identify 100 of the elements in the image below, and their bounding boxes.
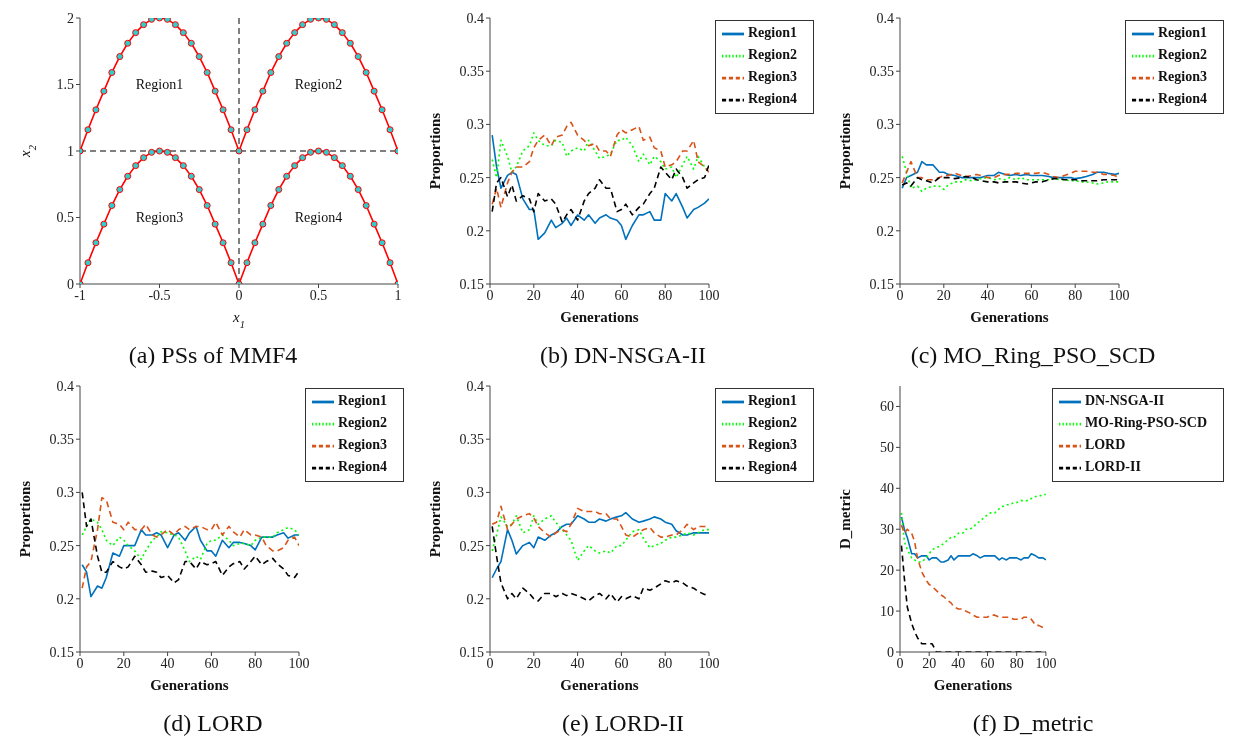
- text: (b) DN-NSGA-II: [539, 342, 707, 369]
- legend-label: Region4: [748, 459, 797, 475]
- y-tick-label: 0.35: [49, 432, 74, 448]
- y-tick-label: 0.15: [869, 276, 894, 292]
- legend-label: Region1: [748, 393, 797, 409]
- y-tick-label: 0.25: [49, 538, 74, 554]
- x-tick-label: 1: [394, 287, 402, 303]
- x-tick-label: 0: [486, 655, 494, 671]
- x-tick-label: 20: [116, 655, 131, 671]
- y-tick-label: 0.3: [466, 485, 484, 501]
- legend-label: Region3: [1158, 69, 1207, 85]
- y-axis-title: Proportions: [17, 480, 33, 558]
- x-axis-title: x$_{1}$: [232, 309, 245, 330]
- y-tick-label: 0.25: [459, 538, 484, 554]
- x-tick-label: -1: [74, 287, 86, 303]
- y-tick-label: 0: [67, 276, 74, 292]
- text: (e) LORD-II: [561, 710, 685, 737]
- legend-label: Region2: [338, 415, 387, 431]
- annotation: Region3: [135, 209, 184, 226]
- y-tick-label: 0.4: [56, 378, 74, 394]
- x-tick-label: 40: [570, 287, 585, 303]
- y-tick-label: 0.4: [466, 10, 484, 26]
- legend-label: Region4: [748, 91, 797, 107]
- y-tick-label: 0.5: [56, 210, 74, 226]
- y-tick-label: 0.4: [876, 10, 894, 26]
- annotation: Region4: [294, 209, 343, 226]
- x-tick-label: 0: [486, 287, 494, 303]
- x-tick-label: 20: [936, 287, 951, 303]
- y-tick-label: 20: [880, 563, 894, 579]
- x-axis-title: Generations: [933, 677, 1013, 693]
- x-tick-label: 80: [1009, 655, 1024, 671]
- y-tick-label: 0.25: [869, 170, 894, 186]
- x-tick-label: 0: [896, 655, 904, 671]
- legend-label: Region2: [1158, 47, 1207, 63]
- y-tick-label: 1.5: [56, 77, 74, 93]
- legend-label: Region4: [1158, 91, 1207, 107]
- y-tick-label: 0.25: [459, 170, 484, 186]
- text: (a) PSs of MMF4: [127, 342, 299, 369]
- x-tick-label: 80: [248, 655, 263, 671]
- y-tick-label: 0: [887, 644, 894, 660]
- y-tick-label: 10: [880, 604, 894, 620]
- text: (c) MO_Ring_PSO_SCD: [909, 342, 1157, 369]
- x-tick-label: 40: [951, 655, 966, 671]
- y-axis-title: Proportions: [837, 112, 853, 190]
- x-tick-label: 80: [658, 655, 673, 671]
- legend-label: MO-Ring-PSO-SCD: [1084, 415, 1207, 431]
- x-axis-title: Generations: [970, 309, 1049, 325]
- y-tick-label: 1: [67, 143, 74, 159]
- y-axis-title: Proportions: [427, 480, 443, 558]
- x-tick-label: 100: [1108, 287, 1130, 303]
- legend-label: Region1: [338, 393, 387, 409]
- x-tick-label: 60: [204, 655, 219, 671]
- y-tick-label: 0.3: [466, 117, 484, 133]
- legend-label: Region1: [1158, 25, 1207, 41]
- text: (d) LORD: [162, 710, 264, 737]
- x-tick-label: 20: [922, 655, 937, 671]
- y-axis-title: Proportions: [427, 112, 443, 190]
- x-tick-label: 0: [896, 287, 904, 303]
- legend-label: LORD: [1084, 437, 1126, 453]
- x-tick-label: 60: [614, 655, 629, 671]
- y-tick-label: 0.3: [56, 485, 74, 501]
- y-tick-label: 60: [880, 399, 894, 415]
- x-tick-label: 60: [1024, 287, 1039, 303]
- legend-label: Region3: [748, 69, 797, 85]
- y-tick-label: 0.15: [459, 276, 484, 292]
- x-tick-label: 40: [570, 655, 585, 671]
- annotation: Region1: [135, 76, 184, 93]
- x-tick-label: 100: [1035, 655, 1057, 671]
- legend-label: DN-NSGA-II: [1084, 393, 1165, 409]
- x-tick-label: 40: [980, 287, 995, 303]
- x-tick-label: 40: [160, 655, 175, 671]
- x-tick-label: 60: [614, 287, 629, 303]
- y-tick-label: 0.2: [876, 223, 894, 239]
- x-axis-title: Generations: [560, 677, 639, 693]
- y-tick-label: 50: [880, 440, 894, 456]
- legend-label: Region2: [748, 47, 797, 63]
- x-tick-label: 100: [698, 287, 720, 303]
- legend-label: Region2: [748, 415, 797, 431]
- y-tick-label: 0.35: [459, 64, 484, 80]
- legend-label: Region4: [338, 459, 387, 475]
- y-tick-label: 0.2: [466, 223, 484, 239]
- annotation: Region2: [294, 76, 343, 93]
- x-tick-label: 100: [698, 655, 720, 671]
- y-tick-label: 0.3: [876, 117, 894, 133]
- y-tick-label: 0.2: [466, 591, 484, 607]
- x-tick-label: 80: [658, 287, 673, 303]
- legend-label: Region1: [748, 25, 797, 41]
- x-tick-label: 80: [1068, 287, 1083, 303]
- y-tick-label: 0.2: [56, 591, 74, 607]
- x-tick-label: 0: [235, 287, 243, 303]
- x-axis-title: Generations: [150, 677, 229, 693]
- legend-label: LORD-II: [1084, 459, 1141, 475]
- x-tick-label: 100: [288, 655, 310, 671]
- legend-label: Region3: [338, 437, 387, 453]
- y-tick-label: 40: [880, 481, 894, 497]
- y-tick-label: 0.35: [459, 432, 484, 448]
- y-tick-label: 0.15: [459, 644, 484, 660]
- y-tick-label: 2: [67, 10, 74, 26]
- text: (f) D_metric: [971, 710, 1095, 737]
- y-tick-label: 0.15: [49, 644, 74, 660]
